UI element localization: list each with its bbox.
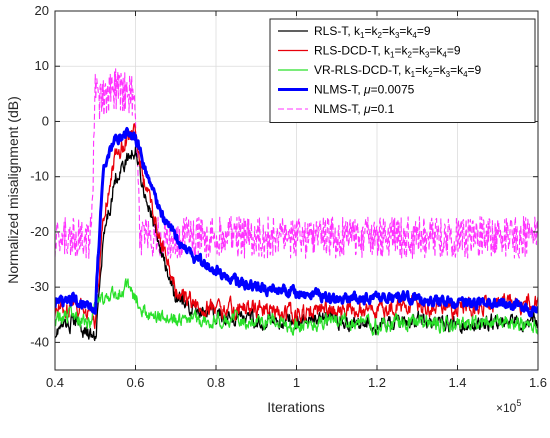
y-tick-label: 20 [35,3,49,18]
x-tick-label: 1 [293,375,300,390]
legend-label: RLS-DCD-T, k1=k2=k3=k4=9 [314,44,461,60]
legend-label-part: =k [433,63,447,77]
x-tick-label: 0.6 [126,375,144,390]
legend-label-part: 2 [377,31,382,40]
legend-label-part: =k [399,24,413,38]
legend-label-part: 2 [407,51,412,60]
legend-label: NLMS-T, μ=0.1 [314,102,395,116]
legend-label-part: =9 [417,24,431,38]
legend-label-part: 4 [412,31,417,40]
legend-label-part: 4 [463,70,468,79]
y-tick-label: 10 [35,58,49,73]
x-exponent-base: ×10 [496,401,517,415]
x-tick-label: 1.2 [368,375,386,390]
legend-label-part: =9 [468,63,482,77]
legend-label-part: =k [364,24,378,38]
series-line [55,68,538,259]
legend-label: NLMS-T, μ=0.0075 [314,83,415,97]
legend-label: RLS-T, k1=k2=k3=k4=9 [314,24,431,40]
legend-label-part: =k [412,44,426,58]
legend-label-part: 1 [411,70,416,79]
y-tick-label: -10 [30,169,49,184]
x-tick-label: 0.4 [46,375,64,390]
legend-box [269,18,536,123]
y-tick-label: -30 [30,279,49,294]
legend-label-part: =k [394,44,408,58]
x-exponent-power: 5 [516,398,521,408]
legend-label-part: =0.1 [371,102,395,116]
legend-label-part: 1 [390,51,395,60]
x-tick-label: 0.8 [207,375,225,390]
legend-label-part: 3 [425,51,430,60]
y-tick-label: -40 [30,334,49,349]
legend-label-part: NLMS-T, [314,102,364,116]
legend-label-part: 4 [442,51,447,60]
y-tick-label: -20 [30,224,49,239]
legend-label-part: μ [363,83,371,97]
legend-label-part: 3 [395,31,400,40]
legend-label: VR-RLS-DCD-T, k1=k2=k3=k4=9 [314,63,482,79]
legend-label-part: 3 [446,70,451,79]
legend-label-part: μ [363,102,371,116]
y-axis-label: Normalized misalignment (dB) [5,96,21,284]
legend-label-part: =0.0075 [371,83,415,97]
legend-label-part: =k [382,24,396,38]
x-tick-label: 1.4 [448,375,466,390]
legend-label-part: =9 [447,44,461,58]
x-tick-label: 1.6 [529,375,547,390]
x-axis-label: Iterations [267,399,325,415]
y-tick-label: 0 [42,113,49,128]
series-line [55,278,538,336]
legend-label-part: 1 [360,31,365,40]
series-layer [55,68,538,342]
legend-label-part: RLS-T, k [314,24,361,38]
legend-label-part: =k [429,44,443,58]
legend-label-part: RLS-DCD-T, k [314,44,391,58]
series-line [55,126,538,318]
legend-label-part: 2 [428,70,433,79]
legend-label-part: VR-RLS-DCD-T, k [314,63,412,77]
legend-label-part: =k [415,63,429,77]
legend-label-part: =k [450,63,464,77]
legend-label-part: NLMS-T, [314,83,364,97]
x-exponent: ×105 [496,398,521,415]
ticks: 0.4 0.6 0.8 1 1.2 1.4 1.6 -40 -30 -20 -10 0 10 20 [30,3,547,390]
